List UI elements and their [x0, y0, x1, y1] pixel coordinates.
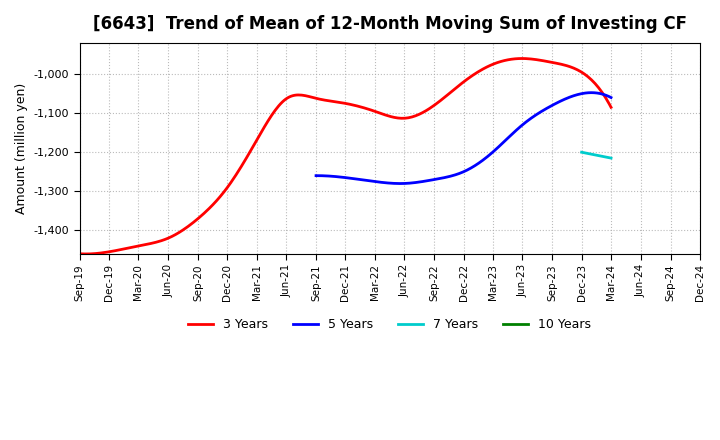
Legend: 3 Years, 5 Years, 7 Years, 10 Years: 3 Years, 5 Years, 7 Years, 10 Years — [183, 313, 596, 336]
Title: [6643]  Trend of Mean of 12-Month Moving Sum of Investing CF: [6643] Trend of Mean of 12-Month Moving … — [93, 15, 687, 33]
Y-axis label: Amount (million yen): Amount (million yen) — [15, 83, 28, 214]
